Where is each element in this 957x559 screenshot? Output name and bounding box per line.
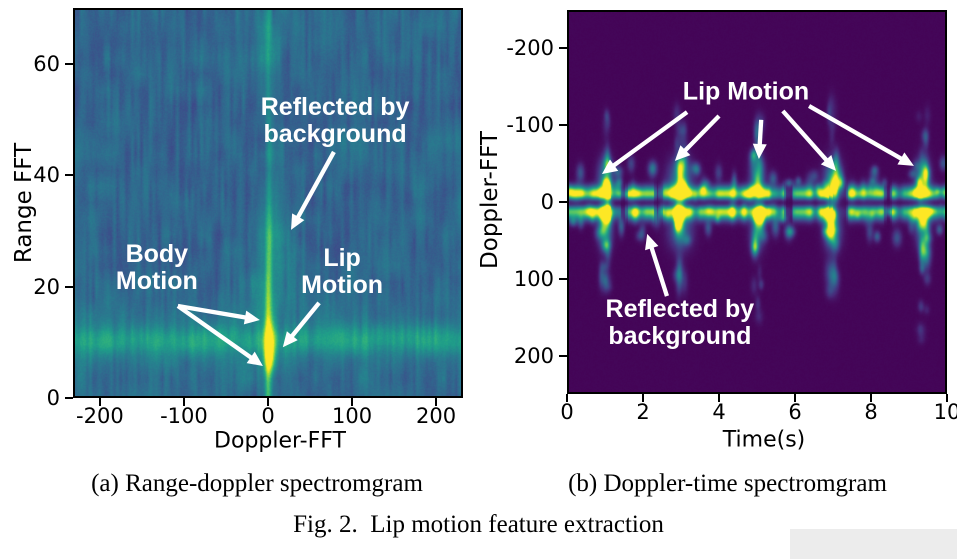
y-tick-mark (559, 47, 567, 50)
range_doppler-body-motion-label: Body Motion (115, 240, 198, 296)
y-tick-label: -200 (506, 36, 554, 61)
x-tick-label: -200 (76, 404, 124, 428)
caption-panel-b: (b) Doppler-time spectromgram (568, 470, 887, 497)
range_doppler-reflected-by-background-label: Reflected by background (260, 93, 410, 149)
y-tick-label: -100 (506, 113, 554, 138)
figure-caption: Fig. 2. Lip motion feature extraction (293, 511, 664, 538)
y-tick-label: 0 (540, 190, 554, 214)
x-tick-label: -100 (160, 404, 208, 428)
y-tick-mark (559, 354, 567, 357)
x-tick-mark (182, 398, 185, 406)
x-tick-label: 0 (560, 400, 574, 424)
x-tick-mark (98, 398, 101, 406)
range-doppler-heatmap (75, 10, 461, 396)
y-tick-mark (559, 124, 567, 127)
x-tick-label: 6 (788, 400, 802, 424)
x-tick-label: 200 (416, 404, 457, 428)
doppler_time-lip-motion-label: Lip Motion (682, 77, 810, 106)
x-tick-label: 4 (712, 400, 726, 424)
y-tick-mark (65, 397, 73, 399)
y-tick-mark (559, 201, 567, 203)
y-tick-mark (65, 285, 73, 288)
x-tick-mark (946, 394, 948, 402)
y-tick-label: 0 (46, 386, 60, 410)
panel-b-x-axis-label: Time(s) (722, 427, 806, 453)
y-tick-mark (65, 62, 73, 65)
x-tick-mark (435, 398, 438, 406)
x-tick-mark (351, 398, 354, 406)
doppler-time-plot-area (567, 10, 947, 394)
y-tick-label: 100 (513, 266, 554, 291)
y-tick-label: 20 (33, 274, 60, 299)
y-tick-label: 40 (33, 163, 60, 188)
panel-a-y-axis-label: Range FFT (11, 142, 37, 264)
x-tick-label: 2 (636, 400, 650, 424)
doppler_time-reflected-by-background-label: Reflected by background (605, 295, 755, 351)
x-tick-mark (566, 394, 568, 402)
range_doppler-lip-motion-label: Lip Motion (301, 244, 384, 300)
x-tick-label: 0 (261, 404, 275, 428)
y-tick-label: 200 (513, 343, 554, 368)
x-tick-label: 8 (864, 400, 878, 424)
y-tick-label: 60 (33, 51, 60, 76)
x-tick-mark (642, 394, 644, 402)
x-tick-mark (718, 394, 720, 402)
x-tick-label: 10 (933, 400, 957, 424)
doppler-time-heatmap (569, 12, 945, 392)
x-tick-label: 100 (332, 404, 373, 428)
x-tick-mark (870, 394, 872, 402)
caption-panel-a: (a) Range-doppler spectromgram (91, 470, 423, 497)
x-tick-mark (267, 398, 269, 406)
panel-a-x-axis-label: Doppler-FFT (214, 428, 346, 454)
y-tick-mark (65, 174, 73, 177)
highlight-box (790, 529, 957, 559)
x-tick-mark (794, 394, 796, 402)
y-tick-mark (559, 277, 567, 280)
range-doppler-plot-area (73, 8, 463, 398)
